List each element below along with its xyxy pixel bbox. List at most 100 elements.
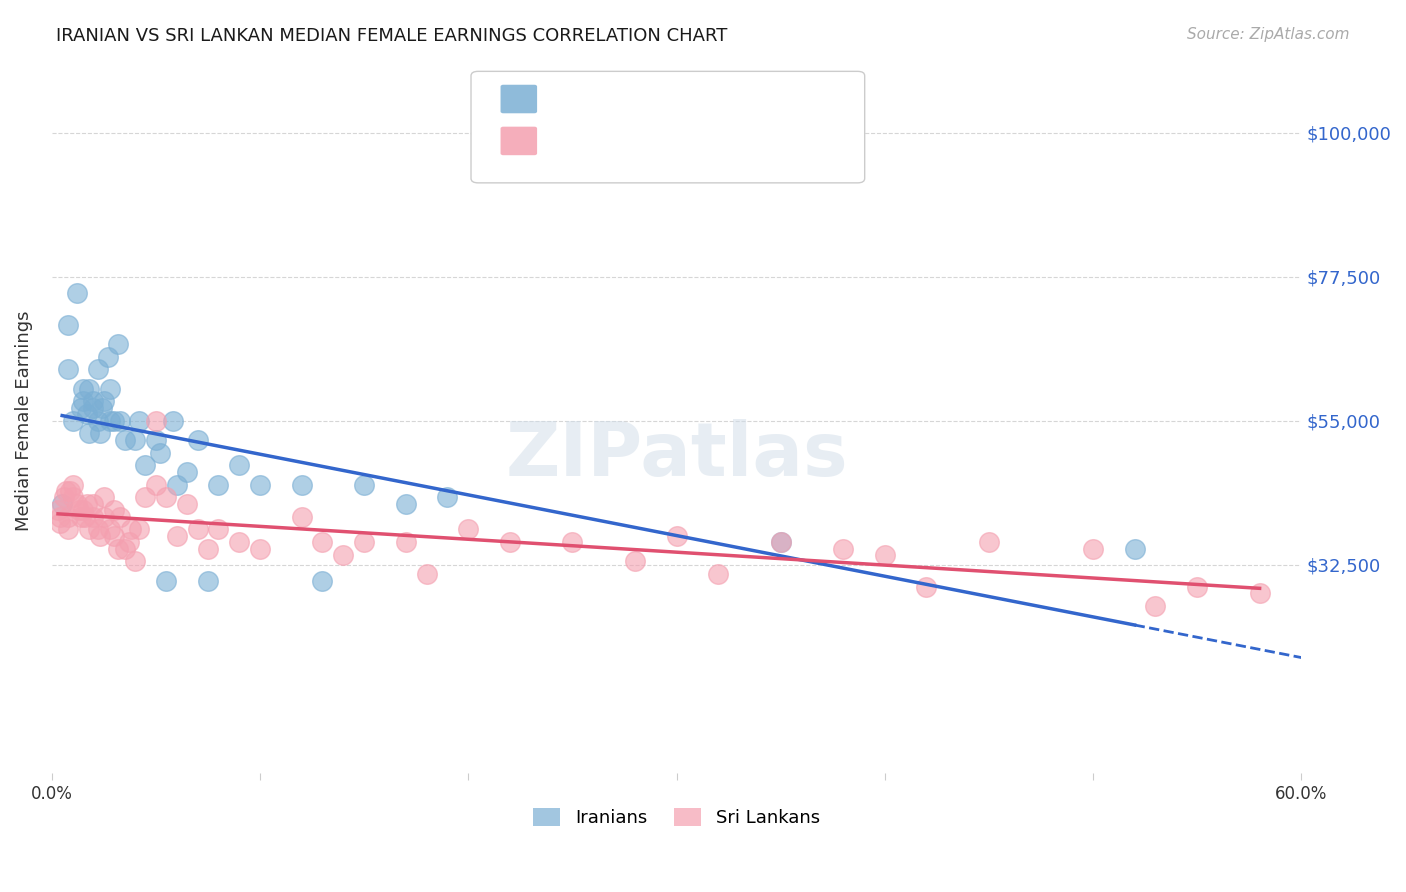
Point bbox=[97, 350, 120, 364]
Point bbox=[62, 414, 84, 428]
Point bbox=[665, 529, 688, 543]
Text: IRANIAN VS SRI LANKAN MEDIAN FEMALE EARNINGS CORRELATION CHART: IRANIAN VS SRI LANKAN MEDIAN FEMALE EARN… bbox=[56, 27, 728, 45]
Point bbox=[228, 458, 250, 473]
Text: ZIPatlas: ZIPatlas bbox=[505, 419, 848, 492]
Point bbox=[82, 497, 104, 511]
Point bbox=[1144, 599, 1167, 614]
Point bbox=[82, 401, 104, 415]
Point bbox=[86, 414, 108, 428]
Point bbox=[77, 382, 100, 396]
Point bbox=[207, 477, 229, 491]
Point bbox=[134, 458, 156, 473]
Point bbox=[311, 574, 333, 588]
Point bbox=[499, 535, 522, 549]
Text: Source: ZipAtlas.com: Source: ZipAtlas.com bbox=[1187, 27, 1350, 42]
Point bbox=[98, 523, 121, 537]
Point bbox=[89, 529, 111, 543]
Point bbox=[58, 509, 80, 524]
Point bbox=[176, 497, 198, 511]
Point bbox=[89, 426, 111, 441]
Point bbox=[114, 541, 136, 556]
Point bbox=[1185, 580, 1208, 594]
Point bbox=[70, 401, 93, 415]
Point bbox=[93, 509, 115, 524]
Point bbox=[51, 497, 73, 511]
Point bbox=[93, 491, 115, 505]
Point bbox=[82, 394, 104, 409]
Point bbox=[58, 318, 80, 332]
Point bbox=[769, 535, 792, 549]
Point bbox=[311, 535, 333, 549]
Point bbox=[186, 433, 208, 447]
Point bbox=[107, 541, 129, 556]
Point bbox=[128, 414, 150, 428]
Y-axis label: Median Female Earnings: Median Female Earnings bbox=[15, 310, 32, 531]
Point bbox=[58, 523, 80, 537]
Point bbox=[93, 394, 115, 409]
Point bbox=[66, 497, 89, 511]
Point bbox=[75, 509, 97, 524]
Point bbox=[90, 401, 112, 415]
Point bbox=[72, 394, 94, 409]
Point bbox=[228, 535, 250, 549]
Point bbox=[107, 336, 129, 351]
Point bbox=[207, 523, 229, 537]
Point bbox=[155, 491, 177, 505]
Point bbox=[98, 414, 121, 428]
Point bbox=[58, 362, 80, 376]
Point bbox=[134, 491, 156, 505]
Text: N = 46: N = 46 bbox=[675, 90, 742, 108]
Point bbox=[103, 529, 125, 543]
Point bbox=[624, 554, 647, 568]
Point bbox=[166, 477, 188, 491]
Point bbox=[82, 509, 104, 524]
Point bbox=[186, 523, 208, 537]
Point bbox=[55, 484, 77, 499]
Point bbox=[103, 414, 125, 428]
Text: N = 65: N = 65 bbox=[675, 132, 742, 150]
Text: R = −0.314: R = −0.314 bbox=[551, 90, 665, 108]
Point bbox=[59, 484, 82, 499]
Point bbox=[124, 554, 146, 568]
Point bbox=[457, 523, 479, 537]
Point bbox=[86, 523, 108, 537]
Point bbox=[873, 548, 896, 562]
Point bbox=[415, 567, 437, 582]
Point bbox=[76, 497, 98, 511]
Point bbox=[110, 414, 132, 428]
Point bbox=[76, 407, 98, 421]
Point bbox=[70, 509, 93, 524]
Point bbox=[118, 535, 141, 549]
Point bbox=[72, 382, 94, 396]
Point bbox=[353, 535, 375, 549]
Legend: Iranians, Sri Lankans: Iranians, Sri Lankans bbox=[526, 800, 827, 834]
Point bbox=[155, 574, 177, 588]
Point bbox=[124, 433, 146, 447]
Point bbox=[291, 509, 314, 524]
Point bbox=[77, 523, 100, 537]
Point bbox=[176, 465, 198, 479]
Point bbox=[249, 477, 271, 491]
Point bbox=[98, 382, 121, 396]
Point bbox=[395, 535, 418, 549]
Point bbox=[67, 503, 90, 517]
Point bbox=[114, 433, 136, 447]
Point bbox=[832, 541, 855, 556]
Point bbox=[353, 477, 375, 491]
Point bbox=[72, 503, 94, 517]
Point bbox=[120, 523, 142, 537]
Point bbox=[149, 445, 172, 459]
Point bbox=[166, 529, 188, 543]
Point bbox=[977, 535, 1000, 549]
Point bbox=[769, 535, 792, 549]
Point bbox=[197, 574, 219, 588]
Point bbox=[66, 285, 89, 300]
Point bbox=[128, 523, 150, 537]
Point bbox=[145, 477, 167, 491]
Point bbox=[110, 509, 132, 524]
Point bbox=[49, 516, 72, 530]
Point bbox=[62, 491, 84, 505]
Point bbox=[49, 509, 72, 524]
Point bbox=[53, 491, 76, 505]
Point bbox=[162, 414, 184, 428]
